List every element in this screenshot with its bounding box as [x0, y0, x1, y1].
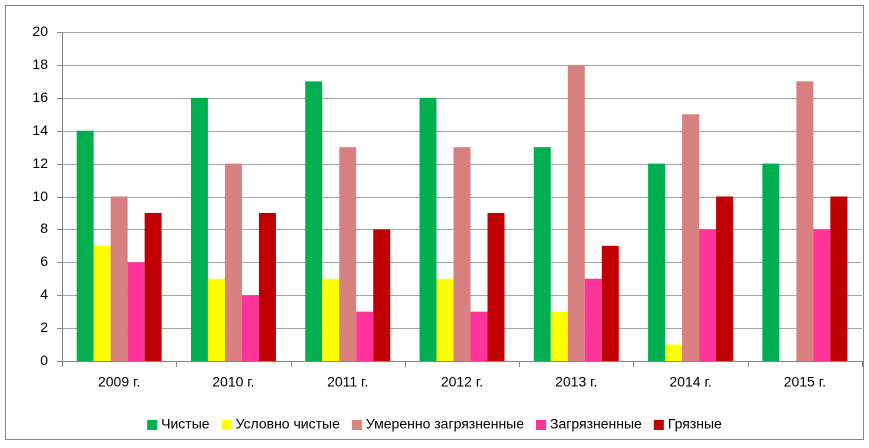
y-tick-label: 0 [40, 352, 48, 368]
y-tick-label: 14 [32, 122, 48, 138]
x-tick-label: 2013 г. [555, 374, 597, 390]
bar [762, 163, 780, 361]
bar [533, 147, 551, 361]
bar [144, 212, 162, 361]
bar [356, 311, 374, 361]
bar [93, 245, 111, 361]
bar [241, 295, 259, 361]
bar [550, 311, 568, 361]
bar [813, 229, 831, 361]
x-tick-label: 2010 г. [212, 374, 254, 390]
legend-label: Чистые [161, 416, 210, 432]
bar [322, 278, 340, 361]
bar [373, 229, 391, 361]
y-tick-label: 16 [32, 89, 48, 105]
y-tick-label: 8 [40, 220, 48, 236]
y-tick-label: 18 [32, 56, 48, 72]
bar [207, 278, 225, 361]
bar [682, 114, 700, 361]
legend-label: Условно чистые [236, 416, 341, 432]
bar [470, 311, 488, 361]
bar [453, 147, 471, 361]
y-tick-label: 10 [32, 188, 48, 204]
bar [648, 163, 666, 361]
x-tick-label: 2009 г. [98, 374, 140, 390]
bar [258, 212, 276, 361]
x-tick-label: 2011 г. [327, 374, 368, 390]
bar [339, 147, 357, 361]
bar [716, 196, 734, 361]
bar [419, 97, 437, 362]
bar [190, 97, 208, 362]
x-tick-label: 2014 г. [669, 374, 711, 390]
legend: Чистые Условно чистые Умеренно загрязненны… [147, 416, 722, 432]
bar [436, 278, 454, 361]
bar [699, 229, 717, 361]
bar [601, 245, 619, 361]
y-tick-label: 6 [40, 253, 48, 269]
legend-swatch [536, 420, 547, 430]
legend-swatch [147, 420, 158, 430]
x-tick-label: 2015 г. [784, 374, 826, 390]
legend-swatch [221, 420, 232, 430]
bar [127, 262, 145, 361]
y-tick-label: 4 [40, 286, 48, 302]
bar [665, 344, 683, 361]
legend-label: Загрязненные [550, 416, 642, 432]
bar [567, 64, 585, 362]
y-tick-label: 20 [32, 23, 48, 39]
legend-label: Грязные [668, 416, 722, 432]
legend-label: Умеренно загрязненные [366, 416, 524, 432]
bar [487, 212, 505, 361]
bar [76, 130, 94, 361]
legend-swatch [351, 420, 362, 430]
bar [584, 278, 602, 361]
bar [796, 81, 814, 361]
legend-swatch [653, 420, 664, 430]
bar [305, 81, 323, 361]
bar [830, 196, 848, 361]
x-tick-label: 2012 г. [441, 374, 483, 390]
y-tick-label: 2 [40, 319, 48, 335]
bar [224, 163, 242, 361]
y-tick-label: 12 [32, 155, 48, 171]
bar [110, 196, 128, 361]
